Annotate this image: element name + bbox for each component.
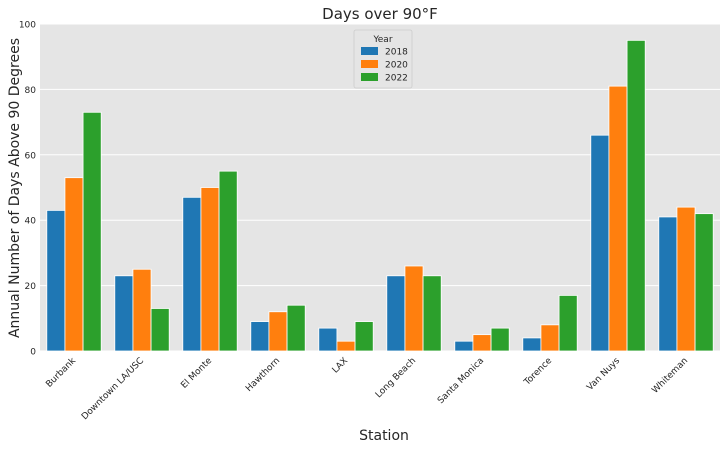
bar-2020-6 [472, 334, 492, 352]
y-tick-labels: 0 20 40 60 80 100 [19, 21, 36, 358]
x-tick-label-7: Torence [522, 356, 555, 389]
x-tick-label-4: LAX [331, 356, 350, 375]
bar-2018-4 [318, 327, 338, 352]
bar-2018-5 [386, 275, 406, 352]
bar-2018-8 [590, 134, 610, 352]
x-tick-label-6: Santa Monica [436, 356, 486, 406]
bar-2020-0 [64, 177, 84, 352]
x-tick-label-8: Van Nuys [585, 356, 622, 393]
legend-swatch-2022 [361, 73, 378, 81]
bar-2020-2 [200, 187, 220, 352]
x-tick-label-2: El Monte [179, 356, 214, 391]
bar-2018-6 [454, 340, 474, 352]
y-tick-label-80: 80 [25, 86, 37, 96]
legend-title: Year [372, 35, 392, 45]
bar-2022-4 [354, 321, 374, 352]
x-axis-label: Station [359, 428, 409, 444]
x-tick-label-5: Long Beach [374, 356, 418, 400]
bar-2022-9 [694, 213, 714, 352]
legend-label-2020: 2020 [385, 61, 408, 71]
x-tick-label-0: Burbank [44, 356, 78, 390]
bar-2020-8 [608, 85, 628, 352]
y-tick-label-0: 0 [30, 348, 36, 358]
bar-2022-6 [490, 327, 510, 352]
bar-2022-5 [422, 275, 442, 352]
y-tick-label-100: 100 [19, 21, 36, 31]
bar-2022-7 [558, 295, 578, 352]
bar-2020-5 [404, 265, 424, 352]
bar-2020-9 [676, 206, 696, 352]
legend-swatch-2018 [361, 47, 378, 55]
bar-2020-1 [132, 268, 152, 352]
y-tick-label-60: 60 [25, 151, 37, 161]
bar-2022-1 [150, 308, 170, 352]
y-tick-label-20: 20 [25, 282, 37, 292]
bar-2022-0 [82, 111, 102, 352]
bars-group [46, 39, 714, 352]
x-tick-labels: Burbank Downtown LA/USC El Monte Hawthorn LA… [44, 356, 690, 423]
y-axis-label: Annual Number of Days Above 90 Degrees [7, 38, 23, 338]
bar-2018-9 [658, 216, 678, 352]
bar-2018-7 [522, 337, 542, 352]
bar-2018-1 [114, 275, 134, 352]
chart-title: Days over 90°F [322, 5, 438, 23]
y-tick-label-40: 40 [25, 217, 37, 227]
legend-label-2022: 2022 [385, 74, 408, 84]
bar-2018-0 [46, 209, 66, 352]
bar-2020-4 [336, 340, 356, 352]
legend-label-2018: 2018 [385, 48, 408, 58]
x-tick-label-9: Whiteman [650, 356, 690, 396]
legend-swatch-2020 [361, 60, 378, 68]
bar-2020-7 [540, 324, 560, 352]
x-tick-label-1: Downtown LA/USC [80, 356, 146, 422]
bar-2018-3 [250, 321, 270, 352]
bar-2020-3 [268, 311, 288, 352]
bar-2022-2 [218, 170, 238, 352]
x-tick-label-3: Hawthorn [244, 356, 282, 394]
bar-2022-3 [286, 304, 306, 352]
bar-2022-8 [626, 39, 646, 352]
legend: Year 2018 2020 2022 [353, 29, 413, 89]
bar-2018-2 [182, 196, 202, 352]
